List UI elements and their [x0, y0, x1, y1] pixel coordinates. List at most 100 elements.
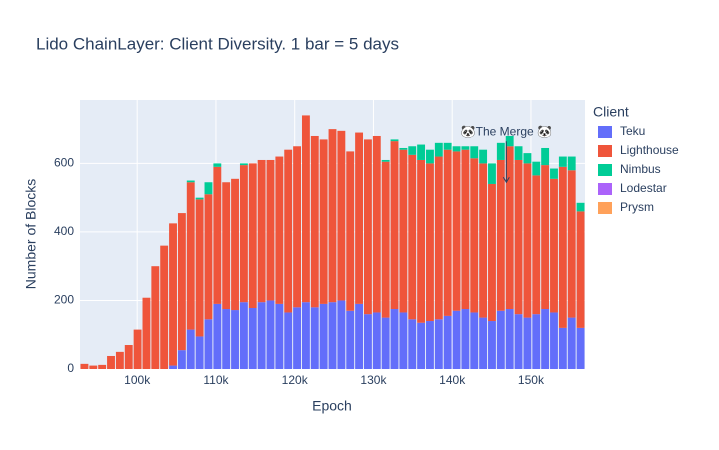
bar-segment [346, 151, 355, 311]
bar-segment [328, 129, 337, 303]
bar-segment [355, 132, 364, 304]
bar-segment [328, 302, 337, 369]
bar-segment [195, 197, 204, 200]
bar-segment [346, 310, 355, 369]
bar-segment [567, 317, 576, 369]
bar-segment [514, 159, 523, 315]
bar-segment [434, 156, 443, 320]
bar-segment [514, 146, 523, 160]
y-axis-label: Number of Blocks [23, 179, 39, 289]
x-axis-label: Epoch [312, 398, 352, 414]
legend-title: Client [593, 104, 629, 120]
bar-segment [231, 310, 239, 369]
bar-segment [452, 151, 461, 311]
bar-segment [319, 303, 328, 369]
bar-segment [186, 329, 195, 369]
bar-segment [319, 139, 328, 304]
bar-segment [151, 266, 160, 369]
bar-segment [576, 327, 585, 369]
x-tick-label: 150k [518, 373, 545, 387]
bar-segment [381, 317, 390, 369]
annotation-text: 🐼The Merge 🐼 [461, 124, 552, 138]
bar-segment [195, 336, 204, 369]
bar-segment [558, 166, 567, 328]
bar-segment [417, 144, 426, 160]
bar-segment [310, 307, 319, 369]
bar-segment [523, 163, 532, 318]
bar-segment [301, 302, 310, 369]
bar-segment [399, 149, 408, 313]
bar-segment [186, 182, 195, 330]
bar-segment [107, 355, 115, 369]
bar-segment [496, 142, 505, 160]
y-tick-label: 200 [54, 293, 74, 307]
bar-segment [496, 310, 505, 369]
bar-segment [426, 163, 434, 322]
legend-label: Lodestar [620, 181, 667, 195]
bar-segment [523, 153, 532, 164]
bar-segment [505, 135, 514, 147]
bar-segment [532, 161, 541, 176]
bar-segment [222, 182, 231, 310]
bar-segment [301, 115, 310, 303]
bar-segment [505, 146, 514, 310]
x-tick-label: 130k [360, 373, 387, 387]
bar-segment [461, 309, 470, 369]
bar-segment [89, 365, 98, 369]
bar-segment [488, 321, 496, 369]
bar-segment [372, 312, 381, 369]
bar-segment [266, 300, 275, 369]
y-tick-label: 0 [67, 361, 74, 375]
y-tick-label: 600 [54, 156, 74, 170]
bar-segment [213, 303, 222, 369]
bar-segment [558, 327, 567, 369]
bar-segment [284, 149, 293, 313]
bar-segment [337, 300, 346, 369]
legend-label: Prysm [620, 200, 654, 214]
bar-segment [390, 141, 399, 310]
bar-segment [160, 245, 169, 369]
bar-segment [479, 317, 488, 369]
bar-segment [293, 146, 301, 308]
bar-segment [222, 309, 231, 369]
legend-label: Teku [620, 124, 645, 138]
bar-segment [239, 302, 248, 369]
bar-segment [169, 223, 177, 366]
bar-segment [541, 165, 550, 310]
bar-segment [417, 159, 426, 323]
y-tick-label: 400 [54, 224, 74, 238]
bar-segment [470, 312, 479, 369]
bar-segment [275, 303, 284, 369]
bar-segment [496, 159, 505, 311]
bar-segment [541, 309, 550, 369]
bar-segment [443, 142, 452, 150]
legend-swatch [598, 126, 612, 138]
x-tick-label: 110k [203, 373, 229, 387]
bar-segment [142, 297, 151, 369]
bar-segment [541, 147, 550, 166]
bar-segment [248, 308, 257, 369]
bar-segment [470, 158, 479, 313]
bar-segment [417, 322, 426, 369]
bar-segment [558, 156, 567, 167]
bar-segment [310, 135, 319, 308]
bar-segment [461, 146, 470, 150]
bar-segment [470, 146, 479, 159]
bar-segment [98, 364, 107, 369]
bar-segment [505, 309, 514, 369]
bar-segment [124, 345, 133, 369]
bar-segment [426, 321, 434, 369]
bar-segment [204, 319, 213, 369]
bar-segment [186, 180, 195, 183]
legend-label: Lighthouse [620, 143, 679, 157]
bar-segment [452, 146, 461, 152]
x-tick-label: 140k [439, 373, 466, 387]
bar-segment [248, 163, 257, 309]
bar-segment [452, 310, 461, 369]
bar-segment [426, 149, 434, 164]
bar-segment [576, 211, 585, 328]
chart-title: Lido ChainLayer: Client Diversity. 1 bar… [36, 34, 399, 53]
annotation-arrowhead [502, 176, 510, 184]
bar-segment [177, 213, 186, 351]
